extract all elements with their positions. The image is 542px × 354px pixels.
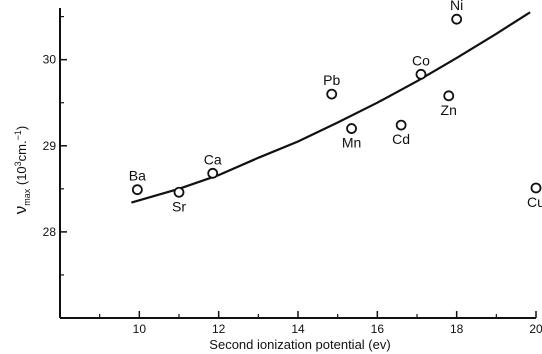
y-axis-unit-exp: −1 (13, 130, 23, 140)
data-point-label: Sr (172, 198, 186, 214)
y-tick-label: 29 (43, 139, 57, 153)
y-axis-exponent: 3 (13, 161, 23, 166)
data-point-label: Ni (450, 0, 463, 13)
data-point (415, 68, 427, 80)
data-point-label: Cd (392, 131, 410, 147)
y-axis-unit-open: (10 (14, 166, 29, 188)
x-tick-label: 10 (133, 322, 147, 336)
data-point (326, 88, 338, 100)
fit-curve (131, 11, 531, 204)
fit-curve-group (131, 11, 531, 204)
data-point-label: Ca (204, 151, 222, 167)
y-tick-label: 28 (43, 225, 57, 239)
x-tick-label: 14 (291, 322, 305, 336)
y-axis-unit-mid: cm. (14, 140, 29, 161)
data-point-label: Co (412, 52, 430, 68)
x-tick-label: 16 (371, 322, 385, 336)
x-tick-label: 18 (450, 322, 464, 336)
y-axis-unit-close: ) (14, 126, 29, 130)
data-point-label: Mn (342, 135, 361, 151)
data-point (131, 184, 143, 196)
data-point (173, 186, 185, 198)
data-point (451, 13, 463, 25)
x-tick-label: 12 (212, 322, 226, 336)
data-point (395, 119, 407, 131)
y-axis-title: νmax (103cm.−1) (11, 126, 32, 215)
x-axis-title: Second ionization potential (ev) (209, 337, 390, 352)
data-point (346, 123, 357, 134)
data-point-label: Pb (323, 72, 340, 88)
data-points: Ba Sr Ca Pb Mn Cd Co Zn Ni Cu (129, 0, 542, 214)
data-point-label: Cu (527, 194, 542, 210)
data-point (530, 182, 542, 194)
data-point (207, 167, 219, 179)
y-axis-symbol: ν (11, 206, 30, 215)
y-axis-subscript: max (22, 188, 32, 206)
data-point-label: Ba (129, 168, 146, 184)
y-tick-label: 30 (43, 53, 57, 67)
data-point (443, 90, 455, 102)
x-tick-label: 20 (529, 322, 542, 336)
axes: 10 12 14 16 18 20 28 29 30 (43, 8, 542, 336)
data-point-label: Zn (441, 102, 457, 118)
